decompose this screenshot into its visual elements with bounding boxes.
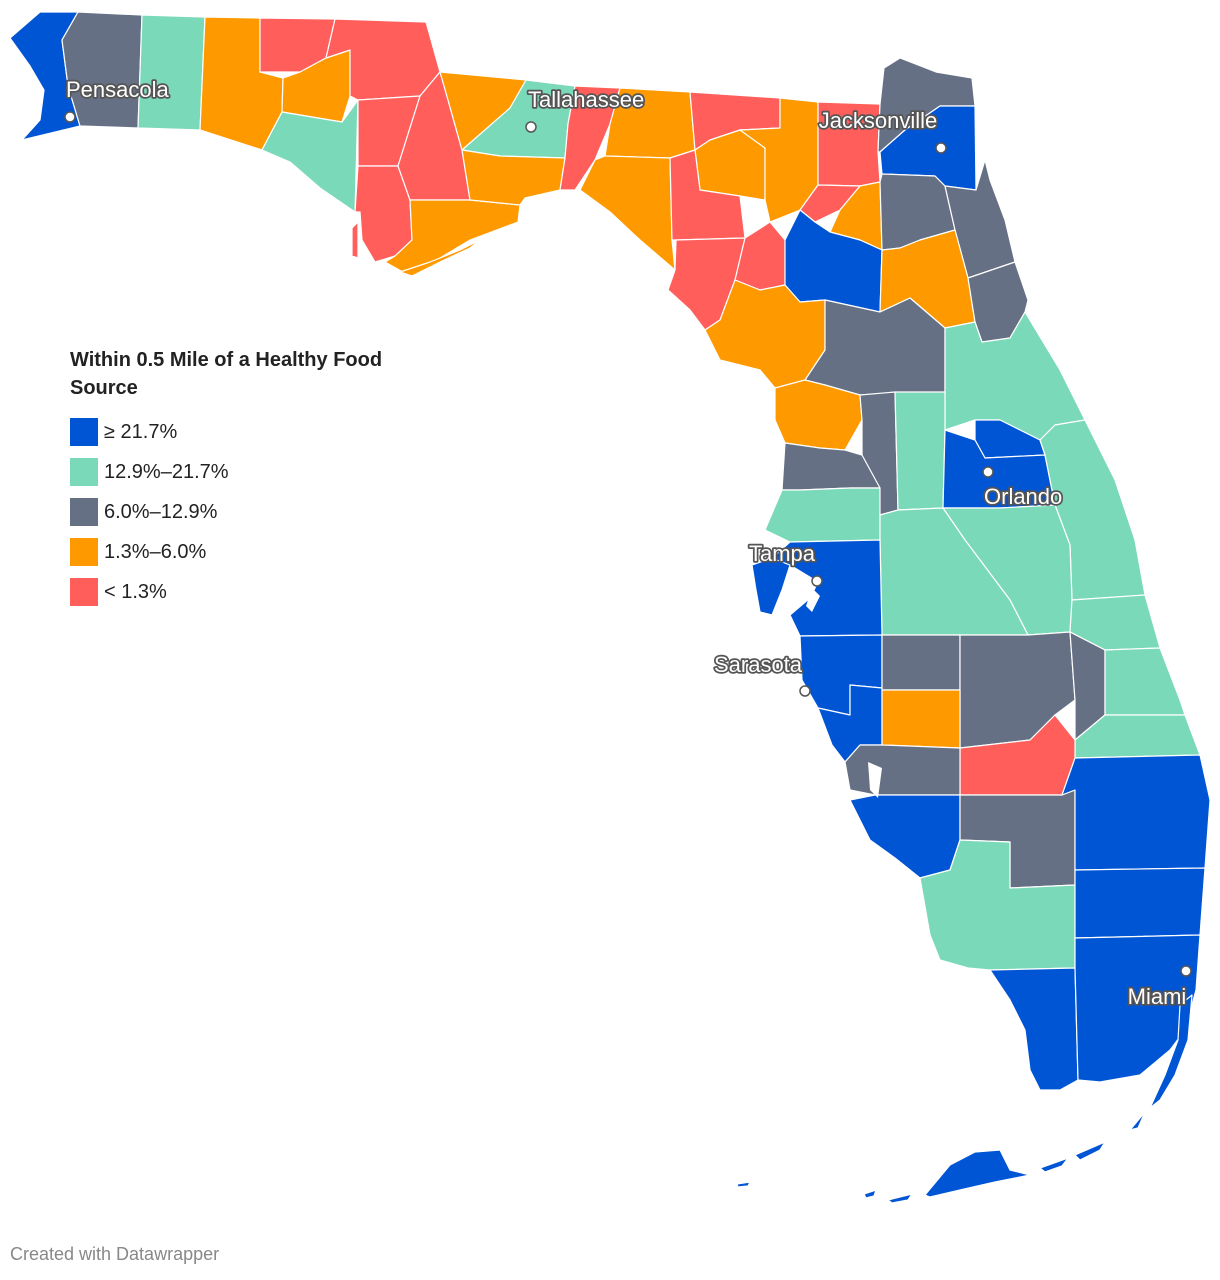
city-dot-pensacola	[64, 111, 76, 123]
legend-label-5: < 1.3%	[104, 580, 167, 603]
county-pasco[interactable]	[764, 487, 881, 543]
county-taylor[interactable]	[579, 155, 676, 271]
island-st-george[interactable]	[399, 239, 481, 277]
city-markers: Pensacola Tallahassee Jacksonville Orlando T…	[64, 75, 1192, 1011]
city-dot-miami	[1180, 965, 1192, 977]
county-marion[interactable]	[804, 297, 946, 396]
legend-label-3: 6.0%–12.9%	[104, 500, 218, 523]
island-cape-san-blas[interactable]	[351, 221, 359, 259]
county-lake[interactable]	[894, 391, 946, 511]
county-okaloosa[interactable]	[137, 14, 206, 131]
city-label-pensacola: Pensacola	[66, 77, 170, 102]
city-dot-tallahassee	[525, 121, 537, 133]
city-label-orlando: Orlando	[984, 484, 1062, 509]
city-label-tallahassee: Tallahassee	[528, 87, 644, 112]
city-label-tampa: Tampa	[749, 541, 816, 566]
county-bay[interactable]	[261, 99, 359, 213]
county-charlotte[interactable]	[844, 744, 961, 796]
county-palm-beach[interactable]	[1061, 754, 1211, 871]
county-lee[interactable]	[849, 794, 961, 879]
legend-title: Within 0.5 Mile of a Healthy Food Source	[70, 349, 383, 399]
legend-swatch-3	[70, 498, 98, 526]
legend-item-5: < 1.3%	[70, 572, 470, 612]
county-monroe-key-west[interactable]	[736, 1181, 751, 1188]
county-monroe-mainland[interactable]	[989, 967, 1079, 1091]
city-dot-tampa	[811, 575, 823, 587]
legend-item-3: 6.0%–12.9%	[70, 492, 470, 532]
legend-item-4: 1.3%–6.0%	[70, 532, 470, 572]
county-monroe-key-2[interactable]	[1039, 1157, 1069, 1173]
legend-item-1: ≥ 21.7%	[70, 412, 470, 452]
city-dot-sarasota	[799, 685, 811, 697]
county-wakulla[interactable]	[461, 149, 566, 206]
county-lafayette[interactable]	[669, 149, 746, 241]
legend-swatch-4	[70, 538, 98, 566]
county-st-lucie[interactable]	[1104, 647, 1186, 716]
county-desoto[interactable]	[881, 689, 961, 749]
legend-swatch-5	[70, 578, 98, 606]
legend-label-4: 1.3%–6.0%	[104, 540, 207, 563]
city-label-miami: Miami	[1128, 984, 1187, 1009]
legend-swatch-1	[70, 418, 98, 446]
county-monroe-key-big-pine[interactable]	[924, 1149, 1031, 1198]
county-miami-dade[interactable]	[1074, 934, 1201, 1083]
legend: Within 0.5 Mile of a Healthy Food Source…	[70, 346, 470, 612]
county-monroe-key-3[interactable]	[887, 1193, 913, 1204]
county-regions	[9, 11, 1211, 1204]
county-hardee[interactable]	[881, 634, 961, 691]
county-hillsborough[interactable]	[771, 539, 883, 637]
city-label-jacksonville: Jacksonville	[819, 108, 938, 133]
legend-swatch-2	[70, 458, 98, 486]
city-label-sarasota: Sarasota	[714, 652, 803, 677]
legend-label-2: 12.9%–21.7%	[104, 460, 229, 483]
county-volusia[interactable]	[944, 311, 1086, 441]
county-citrus[interactable]	[774, 379, 863, 451]
credit-text: Created with Datawrapper	[10, 1244, 220, 1264]
city-dot-orlando	[982, 466, 994, 478]
legend-label-1: ≥ 21.7%	[104, 420, 178, 443]
county-monroe-key-1[interactable]	[1074, 1141, 1106, 1161]
county-monroe-key-4[interactable]	[863, 1189, 877, 1199]
county-miami-dade-island[interactable]	[1149, 994, 1193, 1109]
county-pinellas[interactable]	[751, 557, 791, 616]
county-monroe-key-largo[interactable]	[1129, 1111, 1146, 1131]
county-broward[interactable]	[1074, 867, 1206, 939]
water-inlets	[806, 588, 882, 798]
city-dot-jacksonville	[935, 142, 947, 154]
legend-item-2: 12.9%–21.7%	[70, 452, 470, 492]
